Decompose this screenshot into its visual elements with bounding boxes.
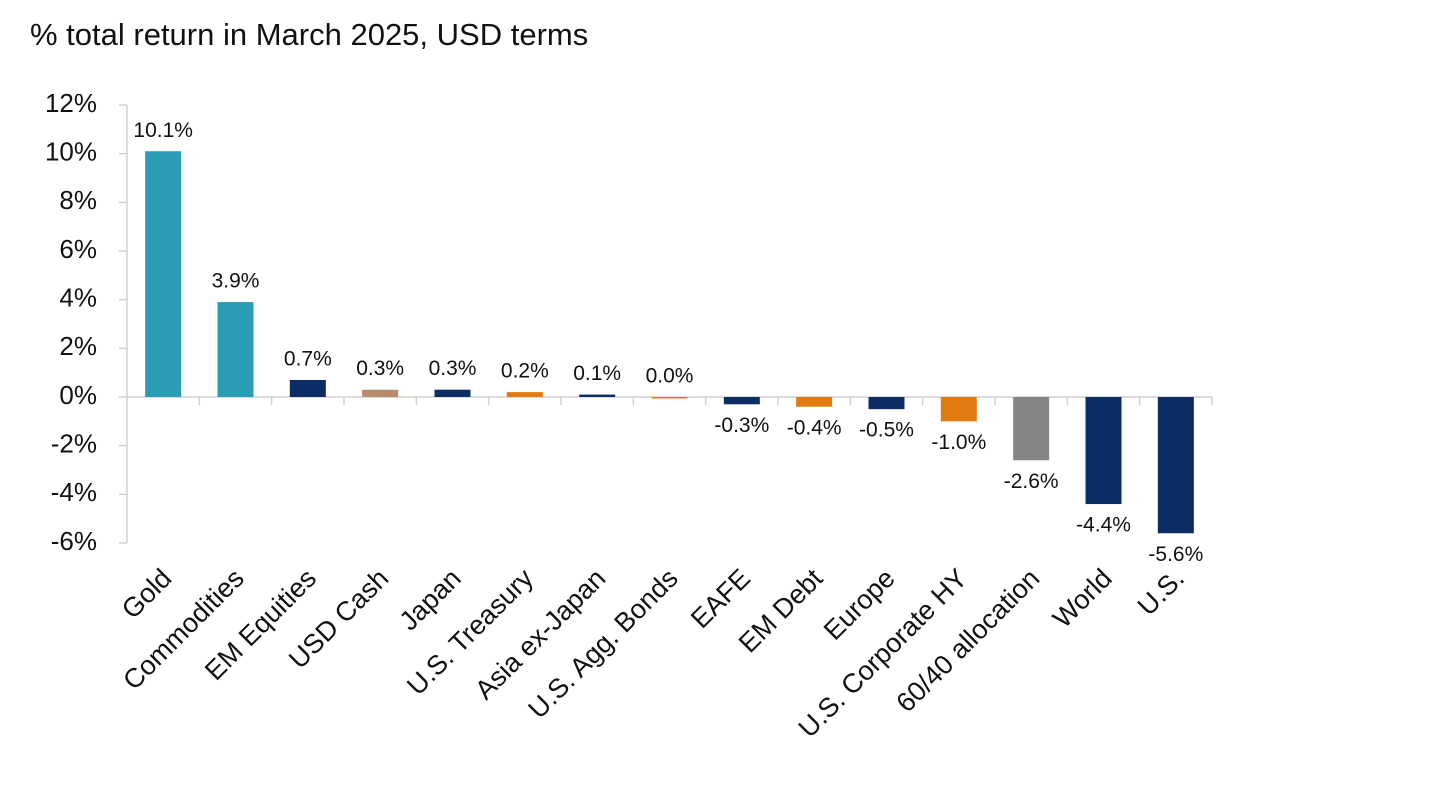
y-tick-label: 8%: [59, 185, 97, 215]
value-label: -5.6%: [1148, 543, 1203, 566]
bar: [217, 302, 254, 397]
x-tick-label: U.S. Treasury: [401, 563, 539, 701]
y-tick-label: 4%: [59, 283, 97, 313]
bar: [434, 389, 471, 397]
value-label: 3.9%: [212, 270, 260, 293]
x-tick-label: Gold: [116, 563, 178, 625]
value-label: 0.2%: [501, 360, 549, 383]
value-label: 0.0%: [646, 365, 694, 388]
value-label: -2.6%: [1004, 470, 1059, 493]
y-tick-label: -2%: [51, 429, 97, 459]
bar: [723, 397, 760, 405]
chart-title: % total return in March 2025, USD terms: [30, 17, 588, 52]
x-tick-label: U.S.: [1132, 563, 1190, 621]
bar: [579, 394, 616, 397]
y-tick-label: -4%: [51, 477, 97, 507]
bar: [506, 392, 543, 397]
value-label: -0.4%: [787, 416, 842, 439]
value-label: -4.4%: [1076, 514, 1131, 537]
bar: [1013, 397, 1050, 461]
y-tick-label: 0%: [59, 380, 97, 410]
value-label: 0.7%: [284, 348, 332, 371]
bar: [362, 389, 399, 397]
y-tick-label: 10%: [45, 137, 97, 167]
y-tick-label: 2%: [59, 331, 97, 361]
bar: [796, 397, 833, 407]
bar: [1085, 397, 1122, 505]
value-label: -0.3%: [714, 414, 769, 437]
value-label: 0.3%: [356, 357, 404, 380]
value-label: 0.1%: [573, 362, 621, 385]
bar: [940, 397, 977, 422]
value-label: -1.0%: [931, 431, 986, 454]
value-label: 0.3%: [429, 357, 477, 380]
y-tick-label: 6%: [59, 234, 97, 264]
bar: [1157, 397, 1194, 534]
bar: [651, 397, 688, 399]
x-tick-label: World: [1047, 563, 1118, 634]
y-tick-label: -6%: [51, 526, 97, 556]
bar: [145, 151, 182, 397]
value-label: -0.5%: [859, 419, 914, 442]
bar: [289, 379, 326, 397]
value-label: 10.1%: [133, 119, 193, 142]
bar: [868, 397, 905, 410]
y-tick-label: 12%: [45, 88, 97, 118]
